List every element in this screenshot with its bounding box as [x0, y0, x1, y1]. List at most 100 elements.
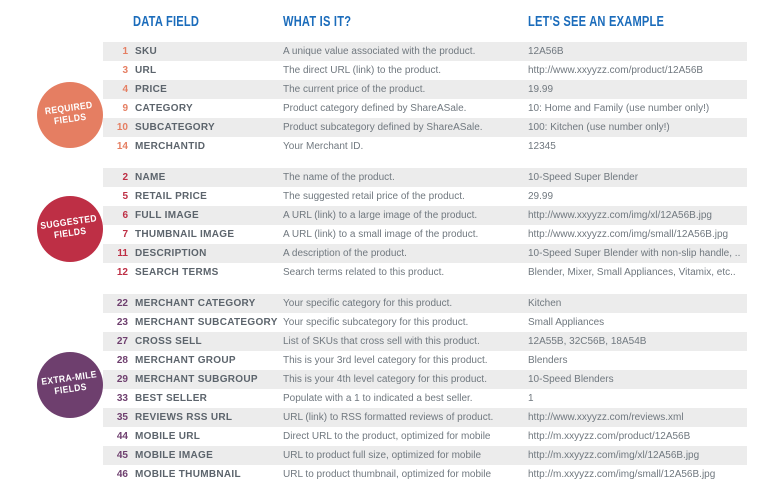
table-row: 29 MERCHANT SUBGROUP This is your 4th leve… [103, 370, 747, 389]
field-example: http://www.xxyyzz.com/img/xl/12A56B.jpg [528, 210, 712, 221]
table-row: 9 CATEGORY Product category defined by Sha… [103, 99, 747, 118]
field-example: http://www.xxyyzz.com/reviews.xml [528, 412, 684, 423]
field-description: URL to product thumbnail, optimized for … [283, 469, 492, 480]
field-number: 27 [116, 336, 128, 347]
table-row: 14 MERCHANTID Your Merchant ID. 12345 [103, 137, 747, 156]
field-description: Populate with a 1 to indicated a best se… [283, 393, 473, 404]
field-name: MERCHANT SUBCATEGORY [135, 317, 278, 328]
field-number: 2 [122, 172, 128, 183]
field-example: 29.99 [528, 191, 554, 202]
field-number: 9 [122, 103, 128, 114]
field-description: A URL (link) to a large image of the pro… [283, 210, 478, 221]
table-row: 5 RETAIL PRICE The suggested retail price … [103, 187, 747, 206]
field-name: MOBILE THUMBNAIL [135, 469, 241, 480]
table-row: 27 CROSS SELL List of SKUs that cross sell… [103, 332, 747, 351]
field-name: SEARCH TERMS [135, 267, 219, 278]
field-name: MERCHANT CATEGORY [135, 298, 256, 309]
field-name: FULL IMAGE [135, 210, 199, 221]
field-example: 100: Kitchen (use number only!) [528, 122, 670, 133]
field-number: 22 [116, 298, 128, 309]
field-description: List of SKUs that cross sell with this p… [283, 336, 480, 347]
field-example: http://m.xxyyzz.com/img/small/12A56B.jpg [528, 469, 716, 480]
field-description: The name of the product. [283, 172, 395, 183]
field-number: 23 [116, 317, 128, 328]
field-number: 3 [122, 65, 128, 76]
field-name: THUMBNAIL IMAGE [135, 229, 235, 240]
field-example: Kitchen [528, 298, 562, 309]
section-extra-mile-fields: 22 MERCHANT CATEGORY Your specific categor… [103, 294, 747, 484]
extra-mile-fields-badge-label: EXTRA-MILE FIELDS [38, 369, 102, 400]
field-example: 10: Home and Family (use number only!) [528, 103, 710, 114]
table-row: 6 FULL IMAGE A URL (link) to a large image… [103, 206, 747, 225]
table-row: 3 URL The direct URL (link) to the product… [103, 61, 747, 80]
required-fields-badge-label: REQUIRED FIELDS [42, 100, 98, 129]
field-example: 19.99 [528, 84, 554, 95]
field-example: 10-Speed Super Blender with non-slip han… [528, 248, 741, 259]
table-row: 23 MERCHANT SUBCATEGORY Your specific subc… [103, 313, 747, 332]
field-description: A URL (link) to a small image of the pro… [283, 229, 479, 240]
field-description: A description of the product. [283, 248, 407, 259]
field-description: The suggested retail price of the produc… [283, 191, 465, 202]
column-header-what-is-it: WHAT IS IT? [283, 13, 352, 30]
field-example: Blenders [528, 355, 568, 366]
field-number: 45 [116, 450, 128, 461]
field-description: URL to product full size, optimized for … [283, 450, 482, 461]
field-name: RETAIL PRICE [135, 191, 208, 202]
field-number: 4 [122, 84, 128, 95]
table-row: 33 BEST SELLER Populate with a 1 to indica… [103, 389, 747, 408]
field-description: Your specific subcategory for this produ… [283, 317, 469, 328]
fields-table: 1 SKU A unique value associated with the p… [103, 42, 747, 490]
field-description: Product subcategory defined by ShareASal… [283, 122, 483, 133]
table-row: 45 MOBILE IMAGE URL to product full size, … [103, 446, 747, 465]
field-number: 28 [116, 355, 128, 366]
table-row: 46 MOBILE THUMBNAIL URL to product thumbna… [103, 465, 747, 484]
field-example: http://www.xxyyzz.com/img/small/12A56B.j… [528, 229, 729, 240]
field-number: 12 [116, 267, 128, 278]
field-name: URL [135, 65, 157, 76]
field-number: 5 [122, 191, 128, 202]
field-description: This is your 4th level category for this… [283, 374, 487, 385]
field-description: URL (link) to RSS formatted reviews of p… [283, 412, 494, 423]
field-name: PRICE [135, 84, 168, 95]
field-example: 12A56B [528, 46, 564, 57]
table-row: 10 SUBCATEGORY Product subcategory defined… [103, 118, 747, 137]
table-row: 2 NAME The name of the product. 10-Speed Su… [103, 168, 747, 187]
section-suggested-fields: 2 NAME The name of the product. 10-Speed Su… [103, 168, 747, 282]
field-example: http://m.xxyyzz.com/img/xl/12A56B.jpg [528, 450, 700, 461]
field-name: MOBILE URL [135, 431, 201, 442]
field-example: http://m.xxyyzz.com/product/12A56B [528, 431, 691, 442]
field-name: DESCRIPTION [135, 248, 207, 259]
table-row: 7 THUMBNAIL IMAGE A URL (link) to a small … [103, 225, 747, 244]
field-example: Blender, Mixer, Small Appliances, Vitami… [528, 267, 736, 278]
table-row: 44 MOBILE URL Direct URL to the product, o… [103, 427, 747, 446]
column-header-data-field: DATA FIELD [133, 13, 200, 30]
table-row: 22 MERCHANT CATEGORY Your specific categor… [103, 294, 747, 313]
field-description: This is your 3rd level category for this… [283, 355, 488, 366]
field-name: NAME [135, 172, 166, 183]
field-name: SKU [135, 46, 158, 57]
field-example: 10-Speed Blenders [528, 374, 614, 385]
field-example: 12A55B, 32C56B, 18A54B [528, 336, 647, 347]
required-fields-badge: REQUIRED FIELDS [37, 82, 103, 148]
field-description: A unique value associated with the produ… [283, 46, 476, 57]
field-description: Search terms related to this product. [283, 267, 445, 278]
field-number: 14 [116, 141, 128, 152]
table-row: 4 PRICE The current price of the product. 1… [103, 80, 747, 99]
section-required-fields: 1 SKU A unique value associated with the p… [103, 42, 747, 156]
field-number: 7 [122, 229, 128, 240]
extra-mile-fields-badge: EXTRA-MILE FIELDS [37, 352, 103, 418]
field-description: The current price of the product. [283, 84, 426, 95]
suggested-fields-badge: SUGGESTED FIELDS [37, 196, 103, 262]
field-description: The direct URL (link) to the product. [283, 65, 442, 76]
field-number: 1 [122, 46, 128, 57]
field-number: 33 [116, 393, 128, 404]
table-row: 35 REVIEWS RSS URL URL (link) to RSS forma… [103, 408, 747, 427]
field-name: CATEGORY [135, 103, 193, 114]
field-name: REVIEWS RSS URL [135, 412, 233, 423]
field-number: 46 [116, 469, 128, 480]
field-name: CROSS SELL [135, 336, 202, 347]
field-example: 10-Speed Super Blender [528, 172, 639, 183]
table-row: 28 MERCHANT GROUP This is your 3rd level c… [103, 351, 747, 370]
field-example: 1 [528, 393, 534, 404]
field-name: MERCHANTID [135, 141, 206, 152]
